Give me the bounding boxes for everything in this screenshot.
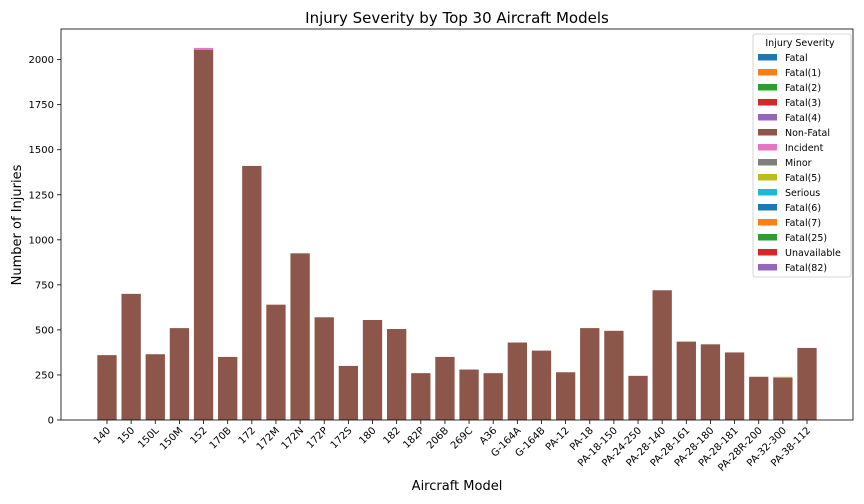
bar-pa-28-180-series-5 [700, 344, 721, 420]
bar-pa-18-150-series-5 [604, 330, 624, 420]
plot-frame [60, 28, 854, 421]
legend-entry-label: Fatal(6) [785, 203, 821, 214]
bar-182p-series-5 [411, 373, 431, 420]
y-tick-label: 1500 [29, 145, 54, 156]
legend-entry-label: Fatal(1) [785, 68, 821, 79]
legend-swatch [758, 159, 777, 166]
legend-swatch [758, 219, 777, 226]
y-axis-label: Number of Injuries [10, 164, 25, 285]
bars-layer [97, 47, 817, 420]
x-axis-label: Aircraft Model [412, 479, 503, 494]
legend-swatch [758, 189, 777, 196]
legend: Injury Severity Fatal Fatal(1) Fatal(2) Fat… [752, 33, 852, 278]
legend-swatch [758, 99, 777, 106]
y-tick-label: 1000 [29, 235, 54, 246]
legend-frame [752, 33, 852, 278]
legend-entry-label: Serious [785, 188, 820, 199]
bar-150-series-5 [121, 293, 141, 420]
legend-swatch [758, 264, 777, 271]
bar-pa-12-series-5 [555, 372, 576, 420]
legend-swatch [758, 234, 777, 241]
bar-pa-28-181-series-5 [724, 352, 745, 420]
y-tick-label: 1750 [29, 100, 54, 111]
y-tick-label: 750 [35, 280, 54, 291]
bar-269c-series-5 [459, 369, 479, 420]
chart-title: Injury Severity by Top 30 Aircraft Model… [305, 9, 609, 27]
legend-entry-label: Minor [785, 158, 812, 169]
bar-172s-series-5 [338, 365, 359, 420]
legend-entry-label: Fatal(82) [785, 263, 827, 274]
legend-entry-label: Unavailable [785, 248, 841, 259]
bar-152-series-5 [193, 49, 214, 420]
bar-a36-series-5 [483, 373, 503, 420]
legend-entry-label: Incident [785, 143, 824, 154]
y-tick-label: 0 [48, 416, 54, 427]
legend-entry-label: Fatal(7) [785, 218, 821, 229]
bar-182-series-5 [387, 329, 407, 420]
legend-swatch [758, 249, 777, 256]
bar-pa-24-250-series-5 [628, 375, 648, 420]
legend-swatch [758, 204, 777, 211]
bar-pa-38-112-series-5 [797, 347, 817, 420]
legend-swatch [758, 69, 777, 76]
y-tick-label: 1250 [29, 190, 54, 201]
y-tick-label: 250 [35, 370, 54, 381]
bar-172-series-5 [242, 165, 262, 420]
legend-entry-label: Fatal(5) [785, 173, 821, 184]
bar-152-series-6 [193, 47, 214, 50]
y-tick-label: 2000 [29, 55, 54, 66]
y-tick-label: 500 [35, 325, 54, 336]
bar-g-164b-series-5 [531, 350, 552, 420]
bar-pa-32-300-series-5 [773, 377, 793, 420]
legend-entry-label: Fatal(4) [785, 113, 821, 124]
y-ticks-layer: 0 250 500 750 1000 1250 1500 1750 2000 [29, 55, 61, 427]
legend-swatch [758, 129, 777, 136]
bar-150m-series-5 [169, 328, 190, 420]
legend-entry-label: Fatal(2) [785, 83, 821, 94]
legend-swatch [758, 114, 777, 121]
bar-170b-series-5 [218, 356, 238, 420]
legend-entry-label: Non-Fatal [785, 128, 830, 139]
legend-entry-label: Fatal [785, 53, 808, 64]
legend-swatch [758, 144, 777, 151]
legend-swatch [758, 174, 777, 181]
bar-180-series-5 [362, 320, 383, 420]
legend-swatch [758, 54, 777, 61]
legend-title: Injury Severity [765, 38, 835, 49]
legend-swatch [758, 84, 777, 91]
bar-pa-28r-200-series-5 [749, 376, 769, 420]
bar-206b-series-5 [435, 356, 455, 420]
bar-172m-series-5 [266, 304, 286, 420]
bar-pa-28-161-series-5 [676, 341, 696, 420]
legend-entry-label: Fatal(25) [785, 233, 827, 244]
bar-pa-18-series-5 [580, 328, 600, 420]
bar-172p-series-5 [314, 317, 334, 420]
bar-140-series-5 [97, 355, 117, 420]
legend-entry-label: Fatal(3) [785, 98, 821, 109]
bar-pa-32-300-series-8 [773, 376, 793, 378]
bar-pa-28-140-series-5 [652, 290, 672, 420]
bar-150l-series-5 [145, 354, 165, 420]
bar-172n-series-5 [290, 253, 310, 420]
bar-g-164a-series-5 [507, 342, 527, 420]
